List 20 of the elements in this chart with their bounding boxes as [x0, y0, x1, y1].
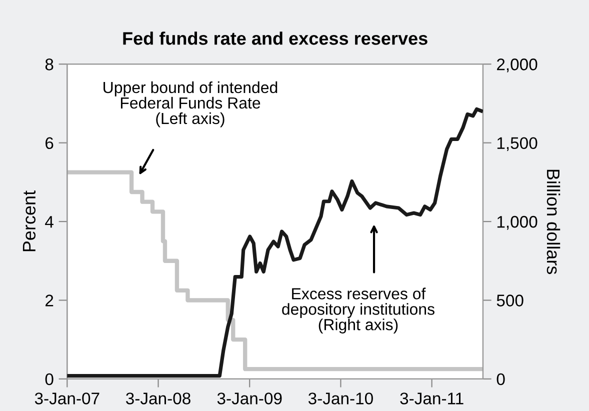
y-tick-label: 2	[46, 294, 54, 306]
y-tick-label: 4	[45, 216, 54, 228]
x-tick-label: 3-Jan-10	[308, 392, 373, 404]
x-tick-label: 3-Jan-08	[126, 392, 190, 404]
y2-tick-label: 500	[496, 294, 524, 306]
annotation: Upper bound of intended Federal Funds Rate (Left axis)	[104, 81, 278, 128]
x-tick-label: 3-Jan-09	[217, 392, 282, 404]
y2-axis-title: Billion dollars	[546, 170, 560, 274]
y2-tick-label: 1,500	[497, 137, 538, 151]
annotation: Excess reserves of depository institutions (Right axis)	[282, 288, 434, 334]
y2-tick-label: 1,000	[497, 216, 538, 230]
y-tick-label: 0	[45, 373, 54, 386]
y-axis-title: Percent	[22, 190, 36, 252]
chart-title: Fed funds rate and excess reserves	[123, 32, 428, 45]
y-tick-label: 6	[46, 137, 54, 150]
y-tick-label: 8	[45, 58, 54, 70]
x-tick-label: 3-Jan-11	[400, 392, 464, 404]
y2-tick-label: 2,000	[497, 58, 538, 72]
x-tick-label: 3-Jan-07	[34, 392, 100, 404]
y2-tick-label: 0	[496, 373, 505, 386]
